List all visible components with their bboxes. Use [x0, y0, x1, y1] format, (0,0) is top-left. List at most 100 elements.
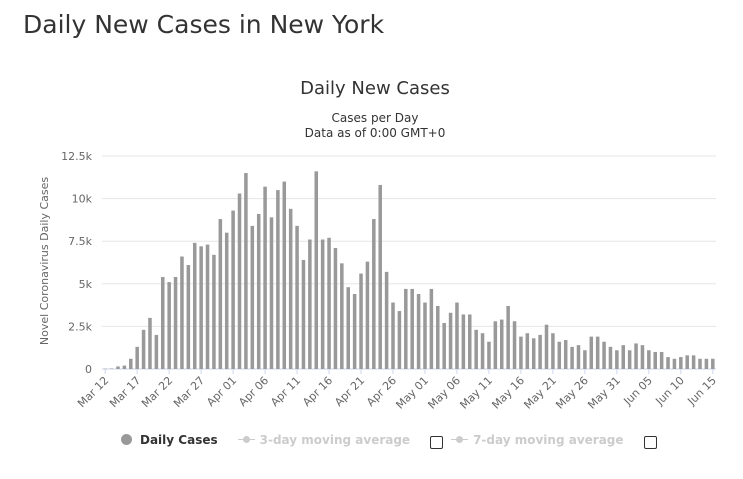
bar[interactable] — [563, 340, 568, 369]
bar[interactable] — [269, 217, 274, 369]
bar[interactable] — [186, 265, 191, 369]
bar[interactable] — [608, 346, 613, 369]
bar[interactable] — [531, 338, 536, 369]
bar[interactable] — [109, 368, 114, 369]
bar[interactable] — [167, 282, 171, 369]
bar[interactable] — [295, 225, 299, 369]
legend-item-3-day-average[interactable]: 3-day moving average — [237, 433, 410, 447]
bar[interactable] — [263, 186, 267, 369]
bar[interactable] — [640, 345, 645, 369]
bar[interactable] — [135, 346, 139, 369]
bar[interactable] — [493, 321, 498, 369]
bar[interactable] — [519, 336, 523, 369]
bar[interactable] — [346, 287, 350, 369]
bar[interactable] — [192, 242, 197, 369]
bar[interactable] — [538, 334, 542, 369]
bar[interactable] — [512, 321, 517, 369]
bar[interactable] — [442, 322, 446, 369]
bar[interactable] — [627, 350, 632, 369]
bar[interactable] — [276, 190, 280, 369]
bar[interactable] — [487, 341, 491, 369]
bar[interactable] — [672, 358, 677, 369]
bar[interactable] — [455, 302, 459, 369]
bar[interactable] — [474, 329, 478, 369]
bar[interactable] — [359, 273, 363, 369]
bar[interactable] — [576, 345, 581, 369]
bar[interactable] — [499, 319, 504, 369]
bar[interactable] — [653, 351, 657, 369]
bar[interactable] — [557, 341, 562, 369]
bar[interactable] — [506, 305, 510, 369]
bar[interactable] — [256, 213, 261, 369]
bar[interactable] — [615, 350, 619, 369]
bar[interactable] — [468, 314, 472, 369]
bar[interactable] — [288, 208, 293, 369]
bar[interactable] — [685, 355, 689, 369]
bar[interactable] — [410, 288, 414, 369]
bar[interactable] — [384, 271, 389, 369]
bar[interactable] — [103, 368, 107, 370]
bar[interactable] — [199, 246, 203, 369]
bar[interactable] — [116, 366, 120, 369]
bar[interactable] — [122, 365, 127, 369]
bar[interactable] — [327, 237, 331, 369]
bar[interactable] — [429, 288, 434, 369]
checkbox-7-day-average[interactable] — [643, 436, 657, 449]
bar[interactable] — [679, 357, 683, 369]
bar[interactable] — [154, 334, 159, 369]
bar[interactable] — [634, 343, 638, 369]
bar[interactable] — [231, 210, 235, 369]
bar[interactable] — [250, 225, 255, 369]
bar[interactable] — [416, 294, 421, 369]
bar[interactable] — [340, 263, 344, 369]
bar[interactable] — [698, 358, 702, 369]
bar[interactable] — [224, 232, 229, 369]
bar[interactable] — [589, 336, 594, 369]
bar[interactable] — [301, 259, 306, 369]
bar[interactable] — [282, 181, 287, 369]
bar[interactable] — [461, 314, 466, 369]
bar[interactable] — [647, 350, 651, 369]
bar[interactable] — [148, 317, 152, 369]
bar[interactable] — [595, 336, 600, 369]
bar[interactable] — [173, 276, 178, 369]
bar[interactable] — [570, 346, 574, 369]
bar[interactable] — [436, 305, 440, 369]
bar[interactable] — [602, 341, 606, 369]
bar[interactable] — [212, 254, 216, 369]
bar[interactable] — [544, 324, 549, 369]
bar[interactable] — [333, 248, 338, 369]
bar[interactable] — [711, 358, 715, 369]
bar[interactable] — [378, 184, 382, 369]
bar[interactable] — [320, 239, 325, 369]
legend-item-daily-cases[interactable]: Daily Cases — [121, 433, 218, 447]
bar[interactable] — [308, 239, 312, 369]
bar[interactable] — [391, 302, 395, 369]
bar[interactable] — [480, 333, 485, 369]
bar[interactable] — [218, 219, 223, 369]
bar[interactable] — [659, 351, 664, 369]
bar[interactable] — [365, 261, 370, 369]
bar[interactable] — [404, 288, 408, 369]
legend-item-7-day-average[interactable]: 7-day moving average — [451, 433, 624, 447]
bar[interactable] — [704, 358, 709, 369]
bar[interactable] — [129, 358, 133, 369]
bar[interactable] — [691, 355, 696, 369]
bar[interactable] — [161, 276, 165, 369]
bar[interactable] — [141, 329, 146, 369]
bar[interactable] — [551, 333, 555, 369]
bar[interactable] — [448, 312, 453, 369]
bar[interactable] — [372, 219, 376, 369]
bar[interactable] — [314, 171, 319, 369]
bar[interactable] — [352, 294, 357, 369]
bar[interactable] — [205, 244, 210, 369]
bar[interactable] — [583, 350, 587, 369]
bar[interactable] — [666, 357, 670, 369]
bar[interactable] — [244, 173, 248, 369]
bar[interactable] — [397, 311, 402, 369]
bar[interactable] — [180, 256, 184, 369]
bar[interactable] — [423, 302, 427, 369]
checkbox-3-day-average[interactable] — [430, 436, 444, 449]
bar[interactable] — [525, 333, 530, 369]
bar[interactable] — [237, 193, 242, 369]
